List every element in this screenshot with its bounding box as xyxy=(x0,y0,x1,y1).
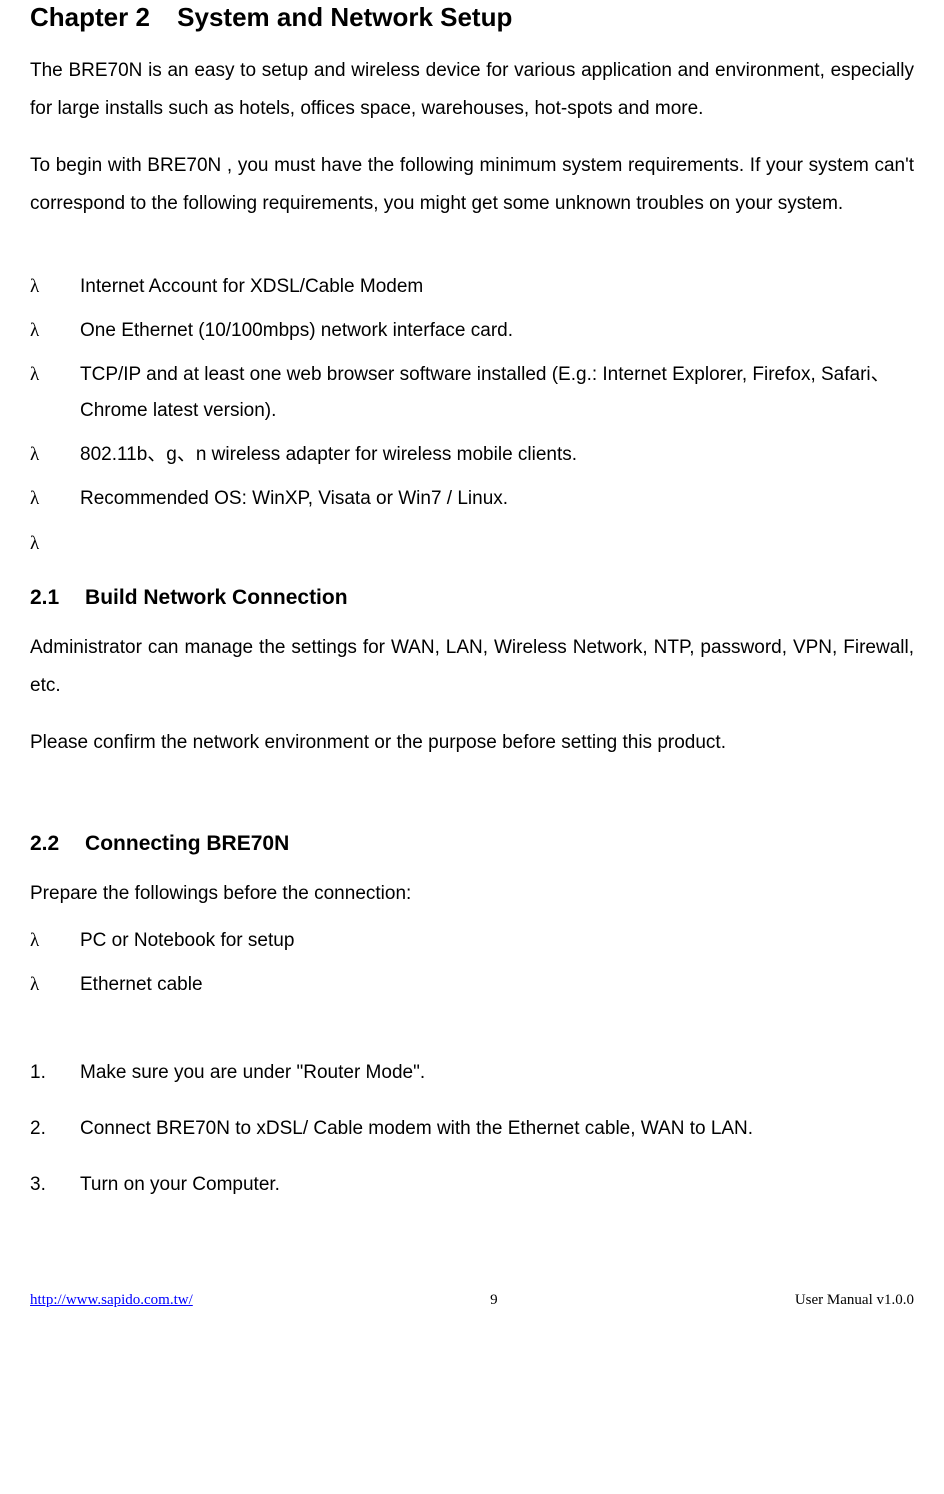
section-22-intro: Prepare the followings before the connec… xyxy=(30,875,914,913)
section-title-product: BRE70N xyxy=(206,832,289,855)
section-title-text: Connecting BRE70N xyxy=(85,832,289,855)
list-item-text: One Ethernet (10/100mbps) network interf… xyxy=(80,320,513,341)
page-footer: http://www.sapido.com.tw/ 9 User Manual … xyxy=(30,1292,914,1319)
list-item: 3.Turn on your Computer. xyxy=(30,1168,914,1202)
list-item: λOne Ethernet (10/100mbps) network inter… xyxy=(30,313,914,349)
spacer xyxy=(30,778,914,808)
bullet-icon: λ xyxy=(30,357,80,393)
list-item-text: Recommended OS: WinXP, Visata or Win7 / … xyxy=(80,488,508,509)
section-title-prefix: Connecting xyxy=(85,832,206,855)
bullet-icon: λ xyxy=(30,481,80,517)
section-22-heading: 2.2 Connecting BRE70N xyxy=(30,832,914,856)
list-item: 2.Connect BRE70N to xDSL/ Cable modem wi… xyxy=(30,1112,914,1146)
footer-version: User Manual v1.0.0 xyxy=(795,1292,914,1309)
list-item-text: Connect BRE70N to xDSL/ Cable modem with… xyxy=(80,1118,753,1139)
list-item-text: 802.11b、g、n wireless adapter for wireles… xyxy=(80,444,577,465)
section-21-paragraph-1: Administrator can manage the settings fo… xyxy=(30,629,914,705)
intro-paragraph-1: The BRE70N is an easy to setup and wirel… xyxy=(30,52,914,128)
list-item-text: Ethernet cable xyxy=(80,974,203,995)
list-item: λ802.11b、g、n wireless adapter for wirele… xyxy=(30,437,914,473)
list-item-text: Turn on your Computer. xyxy=(80,1174,280,1195)
list-item: λRecommended OS: WinXP, Visata or Win7 /… xyxy=(30,481,914,517)
bullet-icon: λ xyxy=(30,437,80,473)
chapter-number: Chapter 2 xyxy=(30,2,150,32)
prepare-list: λPC or Notebook for setup λEthernet cabl… xyxy=(30,923,914,1003)
list-item-text: TCP/IP and at least one web browser soft… xyxy=(80,364,890,421)
chapter-heading: Chapter 2 System and Network Setup xyxy=(30,2,914,33)
bullet-icon: λ xyxy=(30,967,80,1003)
intro-paragraph-2: To begin with BRE70N , you must have the… xyxy=(30,147,914,223)
steps-list: 1.Make sure you are under "Router Mode".… xyxy=(30,1056,914,1203)
list-item-text: PC or Notebook for setup xyxy=(80,930,294,951)
footer-url[interactable]: http://www.sapido.com.tw/ xyxy=(30,1292,193,1309)
bullet-icon: λ xyxy=(30,923,80,959)
section-21-paragraph-2: Please confirm the network environment o… xyxy=(30,724,914,762)
list-item: λEthernet cable xyxy=(30,967,914,1003)
list-item-text: Make sure you are under "Router Mode". xyxy=(80,1062,425,1083)
spacer xyxy=(30,239,914,269)
section-number: 2.1 xyxy=(30,586,59,609)
number-marker: 1. xyxy=(30,1056,80,1090)
list-item: λInternet Account for XDSL/Cable Modem xyxy=(30,269,914,305)
section-title-text: Build Network Connection xyxy=(85,586,348,609)
list-item-text: Internet Account for XDSL/Cable Modem xyxy=(80,276,423,297)
bullet-icon: λ xyxy=(30,313,80,349)
bullet-icon: λ xyxy=(30,269,80,305)
bullet-icon: λ xyxy=(30,526,80,562)
section-21-heading: 2.1 Build Network Connection xyxy=(30,586,914,610)
list-item: λPC or Notebook for setup xyxy=(30,923,914,959)
spacer xyxy=(30,1021,914,1036)
chapter-title-text: System and Network Setup xyxy=(177,2,512,32)
list-item: λTCP/IP and at least one web browser sof… xyxy=(30,357,914,429)
list-item: λ xyxy=(30,526,914,562)
footer-page-number: 9 xyxy=(490,1292,498,1309)
requirements-list: λInternet Account for XDSL/Cable Modem λ… xyxy=(30,269,914,562)
number-marker: 2. xyxy=(30,1112,80,1146)
section-number: 2.2 xyxy=(30,832,59,855)
number-marker: 3. xyxy=(30,1168,80,1202)
list-item: 1.Make sure you are under "Router Mode". xyxy=(30,1056,914,1090)
